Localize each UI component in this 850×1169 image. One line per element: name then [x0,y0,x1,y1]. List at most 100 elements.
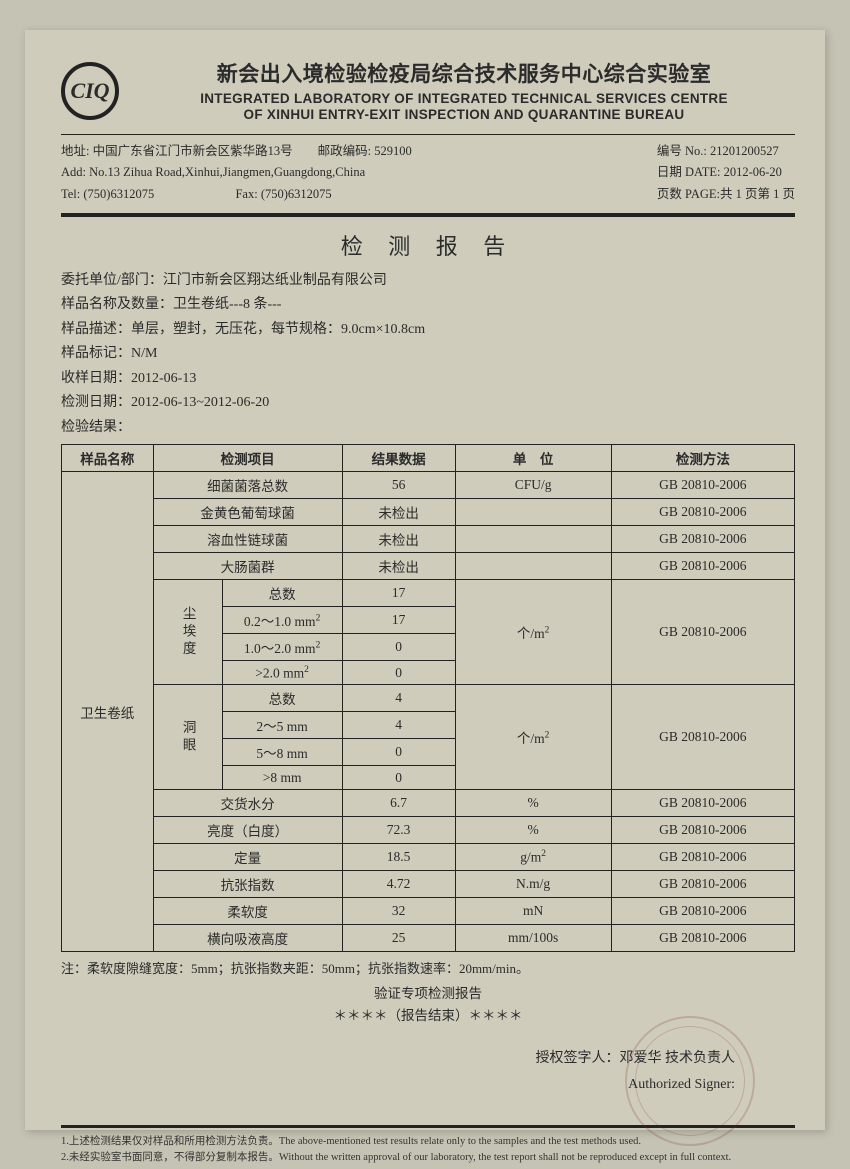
cell: mm/100s [455,925,611,952]
cell: 0 [342,739,455,766]
name-v: 卫生卷纸---8 条--- [173,297,281,312]
cell: 17 [342,580,455,607]
table-header-row: 样品名称 检测项目 结果数据 单 位 检测方法 [62,445,795,472]
address-block: 地址: 中国广东省江门市新会区紫华路13号 邮政编码: 529100 Add: … [61,141,795,205]
org-name-en-2: OF XINHUI ENTRY-EXIT INSPECTION AND QUAR… [133,107,795,122]
result-k: 检验结果： [61,416,131,441]
cell: 0 [342,766,455,790]
desc-v: 单层，塑封，无压花，每节规格：9.0cm×10.8cm [131,322,425,337]
table-row: 洞眼 总数 4 个/m2 GB 20810-2006 [62,685,795,712]
cell: 0 [342,661,455,685]
cell: GB 20810-2006 [611,898,794,925]
cell: >8 mm [222,766,342,790]
cell: GB 20810-2006 [611,526,794,553]
cell: GB 20810-2006 [611,790,794,817]
doc-date: 日期 DATE: 2012-06-20 [657,162,795,183]
cell: 抗张指数 [153,871,342,898]
results-table: 样品名称 检测项目 结果数据 单 位 检测方法 卫生卷纸 细菌菌落总数 56 C… [61,444,795,952]
cell: 定量 [153,844,342,871]
cell: CFU/g [455,472,611,499]
table-row: 大肠菌群 未检出 GB 20810-2006 [62,553,795,580]
client-k: 委托单位/部门： [61,269,163,294]
cell: GB 20810-2006 [611,580,794,685]
sample-date-k: 收样日期： [61,367,131,392]
th-method: 检测方法 [611,445,794,472]
subtitle-1: 验证专项检测报告 [61,983,795,1005]
cell: GB 20810-2006 [611,553,794,580]
name-k: 样品名称及数量： [61,293,173,318]
meta-block: 委托单位/部门：江门市新会区翔达纸业制品有限公司 样品名称及数量：卫生卷纸---… [61,269,795,441]
sample-name-cell: 卫生卷纸 [62,472,154,952]
doc-page: 页数 PAGE:共 1 页第 1 页 [657,184,795,205]
cell: 个/m2 [455,580,611,685]
dust-label: 尘埃度 [153,580,222,685]
mark-v: N/M [131,346,157,361]
cell: 亮度（白度） [153,817,342,844]
cell: mN [455,898,611,925]
th-sample: 样品名称 [62,445,154,472]
hole-label: 洞眼 [153,685,222,790]
cell: GB 20810-2006 [611,685,794,790]
test-date-k: 检测日期： [61,391,131,416]
th-unit: 单 位 [455,445,611,472]
desc-k: 样品描述： [61,318,131,343]
disclaimer-2: 2.未经实验室书面同意，不得部分复制本报告。Without the writte… [61,1150,795,1166]
cell: 个/m2 [455,685,611,790]
table-row: 尘埃度 总数 17 个/m2 GB 20810-2006 [62,580,795,607]
cell: 72.3 [342,817,455,844]
cell [455,553,611,580]
table-row: 溶血性链球菌 未检出 GB 20810-2006 [62,526,795,553]
cell: GB 20810-2006 [611,925,794,952]
cell: GB 20810-2006 [611,499,794,526]
report-title: 检 测 报 告 [61,229,795,261]
cell: 大肠菌群 [153,553,342,580]
table-row: 定量18.5g/m2GB 20810-2006 [62,844,795,871]
cell: % [455,790,611,817]
mark-k: 样品标记： [61,342,131,367]
fax: Fax: (750)6312075 [235,187,331,201]
cell: 柔软度 [153,898,342,925]
table-row: 横向吸液高度25mm/100sGB 20810-2006 [62,925,795,952]
logo: CIQ [61,62,119,120]
cell: 2～5 mm [222,712,342,739]
cell: g/m2 [455,844,611,871]
cell: GB 20810-2006 [611,472,794,499]
table-row: 柔软度32mNGB 20810-2006 [62,898,795,925]
cell: 未检出 [342,553,455,580]
cell: 32 [342,898,455,925]
cell: 4 [342,712,455,739]
cell: 交货水分 [153,790,342,817]
cell: 25 [342,925,455,952]
table-row: 抗张指数4.72N.m/gGB 20810-2006 [62,871,795,898]
table-row: 亮度（白度）72.3%GB 20810-2006 [62,817,795,844]
client-v: 江门市新会区翔达纸业制品有限公司 [163,273,387,288]
cell: 5～8 mm [222,739,342,766]
sample-date-v: 2012-06-13 [131,371,196,386]
cell: 0.2～1.0 mm2 [222,607,342,634]
cell [455,499,611,526]
tel: Tel: (750)6312075 [61,187,154,201]
cell: 0 [342,634,455,661]
doc-no: 编号 No.: 21201200527 [657,141,795,162]
cell: 溶血性链球菌 [153,526,342,553]
letterhead: CIQ 新会出入境检验检疫局综合技术服务中心综合实验室 INTEGRATED L… [61,58,795,122]
th-item: 检测项目 [153,445,342,472]
cell: 18.5 [342,844,455,871]
org-name-en-1: INTEGRATED LABORATORY OF INTEGRATED TECH… [133,91,795,106]
test-date-v: 2012-06-13~2012-06-20 [131,395,269,410]
table-row: 金黄色葡萄球菌 未检出 GB 20810-2006 [62,499,795,526]
cell [455,526,611,553]
cell: 未检出 [342,499,455,526]
cell: 56 [342,472,455,499]
table-row: 卫生卷纸 细菌菌落总数 56 CFU/g GB 20810-2006 [62,472,795,499]
cell: >2.0 mm2 [222,661,342,685]
cell: 1.0～2.0 mm2 [222,634,342,661]
org-name-cn: 新会出入境检验检疫局综合技术服务中心综合实验室 [133,58,795,88]
addr-cn: 地址: 中国广东省江门市新会区紫华路13号 [61,144,293,158]
signature-block: 授权签字人：邓爱华 技术负责人 Authorized Signer: [61,1046,795,1096]
cell: 4.72 [342,871,455,898]
cell: 总数 [222,580,342,607]
cell: 金黄色葡萄球菌 [153,499,342,526]
stamp-icon [625,1016,755,1146]
addr-en: Add: No.13 Zihua Road,Xinhui,Jiangmen,Gu… [61,162,412,183]
